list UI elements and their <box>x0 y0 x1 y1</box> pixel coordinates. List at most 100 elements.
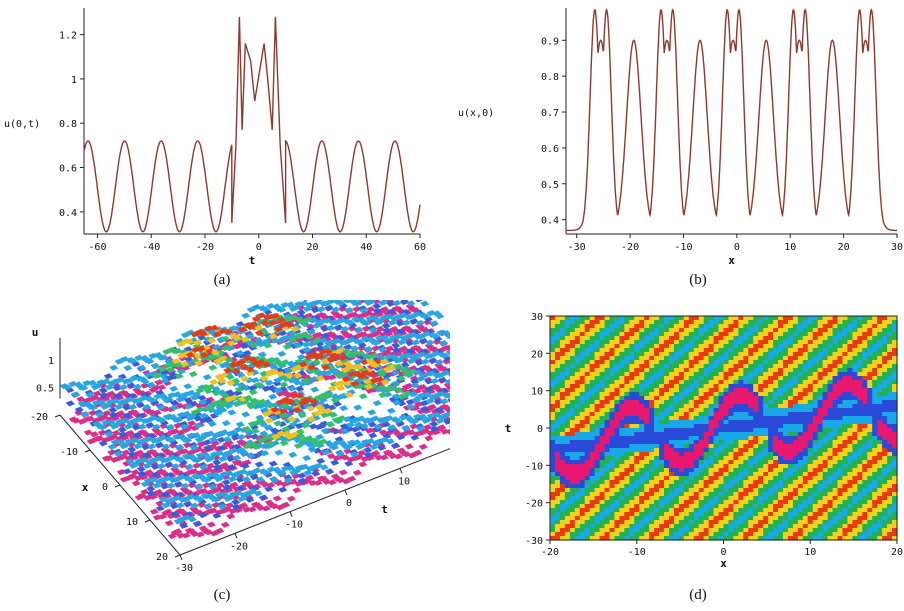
heatmap-cell-d <box>614 492 620 497</box>
heatmap-cell-d <box>559 472 566 477</box>
heatmap-cell-d <box>574 356 581 361</box>
heatmap-cell-d <box>723 328 730 333</box>
heatmap-cell-d <box>599 444 606 449</box>
surface-patch-c <box>236 371 246 378</box>
heatmap-cell-d <box>559 316 566 321</box>
heatmap-cell-d <box>589 512 596 517</box>
heatmap-cell-d <box>624 372 630 377</box>
surface-patch-c <box>275 504 285 511</box>
surface-patch-c <box>127 409 137 416</box>
heatmap-cell-d <box>629 512 635 517</box>
heatmap-cell-d <box>693 436 700 441</box>
surface-patch-c <box>368 361 378 368</box>
surface-patch-c <box>254 329 264 337</box>
heatmap-cell-d <box>609 412 616 417</box>
surface-patch-c <box>430 332 440 340</box>
surface-patch-c <box>379 358 389 365</box>
heatmap-cell-d <box>723 380 730 385</box>
heatmap-cell-d <box>654 400 660 405</box>
heatmap-cell-d <box>678 404 685 409</box>
heatmap-cell-d <box>703 356 710 361</box>
heatmap-cell-d <box>664 348 670 353</box>
heatmap-cell-d <box>659 324 665 329</box>
surface-patch-c <box>302 305 312 313</box>
heatmap-cell-d <box>723 404 730 409</box>
heatmap-cell-d <box>768 384 774 389</box>
heatmap-cell-d <box>594 360 601 365</box>
heatmap-cell-d <box>594 440 601 445</box>
heatmap-cell-d <box>753 360 759 365</box>
heatmap-cell-d <box>579 404 586 409</box>
heatmap-cell-d <box>649 532 655 537</box>
heatmap-cell-d <box>668 344 675 349</box>
heatmap-cell-d <box>728 524 735 529</box>
heatmap-cell-d <box>748 380 754 385</box>
heatmap-cell-d <box>693 468 700 473</box>
heatmap-cell-d <box>733 352 739 357</box>
heatmap-cell-d <box>678 428 685 433</box>
heatmap-cell-d <box>604 532 611 537</box>
heatmap-cell-d <box>728 392 735 397</box>
heatmap-cell-d <box>673 380 680 385</box>
heatmap-cell-d <box>594 504 601 509</box>
x-tick-label-a: 0 <box>256 242 262 253</box>
heatmap-cell-d <box>629 492 635 497</box>
heatmap-cell-d <box>743 496 749 501</box>
heatmap-cell-d <box>649 508 655 513</box>
heatmap-cell-d <box>758 492 764 497</box>
heatmap-cell-d <box>763 488 769 493</box>
surface-patch-c <box>298 400 308 407</box>
heatmap-cell-d <box>659 356 665 361</box>
heatmap-cell-d <box>554 324 561 329</box>
heatmap-cell-d <box>639 536 645 541</box>
heatmap-cell-d <box>758 336 764 341</box>
heatmap-cell-d <box>753 344 759 349</box>
heatmap-cell-d <box>678 492 685 497</box>
surface-patch-c <box>352 469 362 476</box>
surface-patch-c <box>295 385 305 392</box>
heatmap-cell-d <box>559 328 566 333</box>
heatmap-cell-d <box>723 444 730 449</box>
heatmap-cell-d <box>753 516 759 521</box>
heatmap-cell-d <box>649 520 655 525</box>
heatmap-cell-d <box>713 448 720 453</box>
heatmap-cell-d <box>698 376 705 381</box>
heatmap-cell-d <box>768 372 774 377</box>
heatmap-cell-d <box>619 372 625 377</box>
heatmap-cell-d <box>594 520 601 525</box>
heatmap-cell-d <box>748 536 754 541</box>
heatmap-cell-d <box>550 528 556 533</box>
surface-patch-c <box>364 383 374 390</box>
heatmap-cell-d <box>743 476 749 481</box>
heatmap-cell-d <box>713 432 720 437</box>
heatmap-cell-d <box>678 488 685 493</box>
surface-patch-c <box>311 332 321 339</box>
heatmap-cell-d <box>639 504 645 509</box>
heatmap-cell-d <box>634 456 640 461</box>
heatmap-cell-d <box>564 408 571 413</box>
heatmap-cell-d <box>634 364 640 369</box>
surface-patch-c <box>184 463 194 470</box>
heatmap-cell-d <box>748 440 754 445</box>
surface-patch-c <box>209 379 219 386</box>
heatmap-cell-d <box>763 424 769 429</box>
heatmap-cell-d <box>579 492 586 497</box>
heatmap-cell-d <box>668 404 675 409</box>
heatmap-cell-d <box>654 328 660 333</box>
surface-patch-c <box>128 358 138 365</box>
surface-patch-c <box>198 511 208 519</box>
heatmap-cell-d <box>584 400 591 405</box>
heatmap-cell-d <box>703 376 710 381</box>
surface-patch-c <box>424 385 434 393</box>
surface-patch-c <box>274 325 284 332</box>
heatmap-cell-d <box>644 404 650 409</box>
heatmap-cell-d <box>693 428 700 433</box>
x-tick-label-b: 30 <box>891 242 903 253</box>
surface-patch-c <box>208 483 218 490</box>
heatmap-cell-d <box>738 416 744 421</box>
heatmap-cell-d <box>564 336 571 341</box>
heatmap-cell-d <box>738 496 744 501</box>
heatmap-cell-d <box>728 348 735 353</box>
surface-patch-c <box>301 295 311 302</box>
heatmap-cell-d <box>614 348 620 353</box>
